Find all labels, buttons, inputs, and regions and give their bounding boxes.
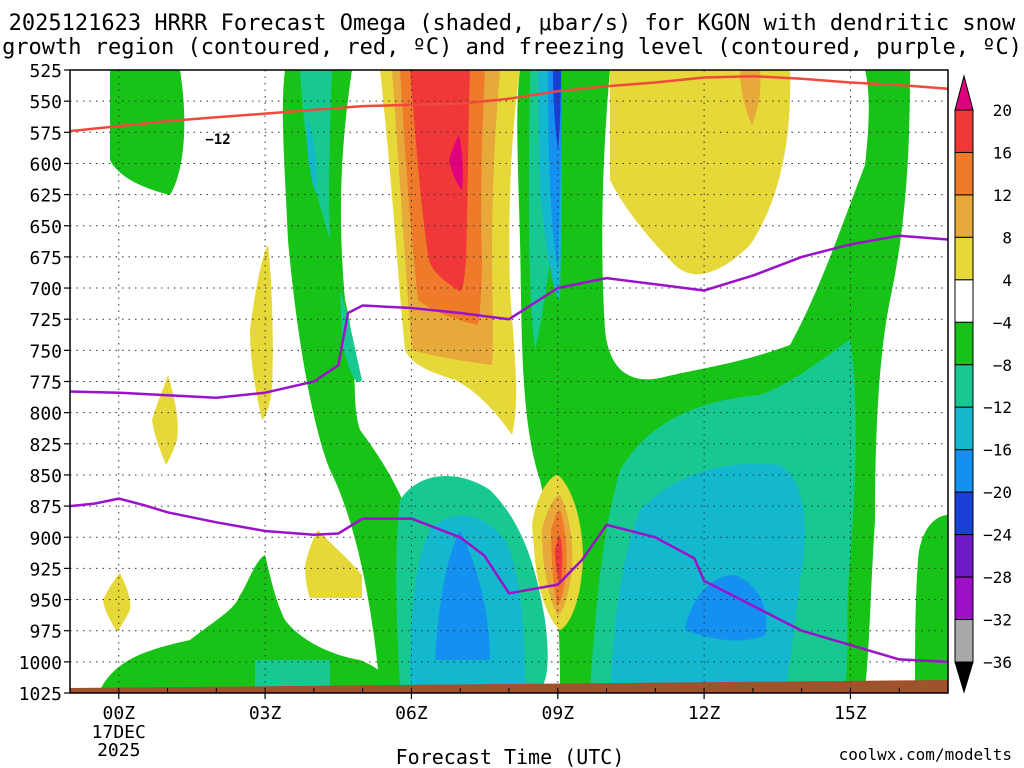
x-tick-label: 00Z xyxy=(103,703,136,724)
colorbar-label: −12 xyxy=(983,398,1012,417)
colorbar-bottom-arrow xyxy=(954,661,974,694)
colorbar-segment xyxy=(954,576,974,621)
colorbar-segment xyxy=(954,151,974,196)
x-tick-label: 03Z xyxy=(249,703,282,724)
freezing-level-contour-line xyxy=(70,497,948,664)
y-tick-label: 775 xyxy=(29,373,62,394)
colorbar-label: 20 xyxy=(993,101,1012,120)
y-tick-label: 750 xyxy=(29,341,62,362)
y-tick-label: 800 xyxy=(29,404,62,425)
colorbar-segment xyxy=(954,194,974,238)
omega-shading xyxy=(70,70,948,693)
colorbar-label: −36 xyxy=(983,653,1012,672)
x-tick-label: 12Z xyxy=(688,703,721,724)
y-tick-label: 650 xyxy=(29,217,62,238)
y-tick-label: 1025 xyxy=(19,684,62,705)
temperature-contours xyxy=(70,74,948,664)
y-tick-label: 725 xyxy=(29,310,62,331)
colorbar-label: 8 xyxy=(1002,228,1012,247)
colorbar-label: −24 xyxy=(983,526,1012,545)
y-tick-label: 525 xyxy=(29,61,62,82)
colorbar-segment xyxy=(954,279,974,323)
dendritic-contour-line xyxy=(70,74,948,133)
x-axis-label: Forecast Time (UTC) xyxy=(396,745,625,768)
colorbar-top-arrow xyxy=(954,74,974,111)
colorbar-label: −16 xyxy=(983,441,1012,460)
freezing-level-contour-line xyxy=(70,234,948,399)
x-tick-label: 09Z xyxy=(542,703,575,724)
colorbar-segment xyxy=(954,321,974,366)
colorbar-label: −8 xyxy=(993,356,1012,375)
y-tick-label: 600 xyxy=(29,154,62,175)
chart-title-line1: 2025121623 HRRR Forecast Omega (shaded, … xyxy=(9,11,1016,36)
x-tick-label: 15Z xyxy=(834,703,867,724)
colorbar-segment xyxy=(954,406,974,451)
y-tick-label: 850 xyxy=(29,466,62,487)
colorbar-label: 4 xyxy=(1002,271,1012,290)
contour-label-minus12: −12 xyxy=(205,132,230,148)
colorbar-segment xyxy=(954,109,974,153)
y-tick-label: 825 xyxy=(29,435,62,456)
colorbar-segment xyxy=(954,491,974,536)
colorbar-segment xyxy=(954,236,974,281)
colorbar-label: 16 xyxy=(993,143,1012,162)
x-tick-label: 06Z xyxy=(395,703,428,724)
colorbar-segment xyxy=(954,364,974,408)
y-tick-label: 900 xyxy=(29,528,62,549)
y-tick-label: 625 xyxy=(29,186,62,207)
credit-text: coolwx.com/modelts xyxy=(839,745,1012,764)
y-tick-label: 975 xyxy=(29,622,62,643)
colorbar-label: −4 xyxy=(993,313,1012,332)
chart-title-line2: growth region (contoured, red, ºC) and f… xyxy=(2,35,1022,60)
colorbar-label: −28 xyxy=(983,568,1012,587)
colorbar-label: −32 xyxy=(983,611,1012,630)
y-tick-label: 550 xyxy=(29,92,62,113)
x-date-label: 17DEC xyxy=(92,722,146,743)
y-axis: 525 550 575 600 625 650 675 700 725 750 775 800 825 8… xyxy=(19,61,70,705)
y-tick-label: 925 xyxy=(29,559,62,580)
colorbar-segment xyxy=(954,449,974,493)
colorbar-label: 12 xyxy=(993,186,1012,205)
colorbar: 20 16 12 8 4 −4 −8 −12 −16 −20 −24 −28 −32 −36 xyxy=(954,74,1012,694)
colorbar-label: −20 xyxy=(983,483,1012,502)
y-tick-label: 575 xyxy=(29,123,62,144)
y-tick-label: 1000 xyxy=(19,653,62,674)
x-year-label: 2025 xyxy=(97,740,140,761)
y-tick-label: 875 xyxy=(29,497,62,518)
colorbar-segment xyxy=(954,619,974,663)
y-tick-label: 950 xyxy=(29,591,62,612)
y-tick-label: 700 xyxy=(29,279,62,300)
y-tick-label: 675 xyxy=(29,248,62,269)
colorbar-segment xyxy=(954,534,974,578)
